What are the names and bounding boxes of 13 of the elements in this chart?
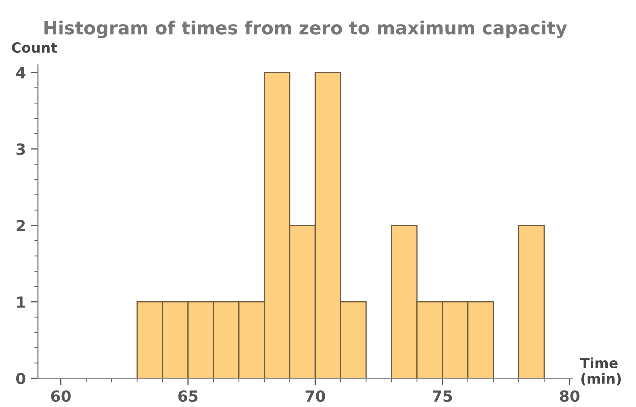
y-tick-label: 0 — [16, 372, 26, 385]
x-tick-label: 75 — [433, 390, 452, 402]
y-tick-label: 3 — [16, 144, 26, 156]
x-tick-label: 80 — [560, 390, 580, 402]
x-tick-label: 70 — [306, 390, 326, 402]
x-axis-title: Time (min) — [580, 358, 622, 386]
chart-title: Histogram of times from zero to maximum capacity — [44, 20, 568, 38]
y-axis-title: Count — [12, 42, 58, 54]
x-tick-label: 60 — [51, 390, 71, 402]
y-tick-label: 2 — [16, 220, 26, 232]
y-tick-label: 1 — [17, 296, 26, 308]
x-tick-label: 65 — [178, 390, 198, 402]
y-tick-label: 4 — [16, 67, 26, 79]
